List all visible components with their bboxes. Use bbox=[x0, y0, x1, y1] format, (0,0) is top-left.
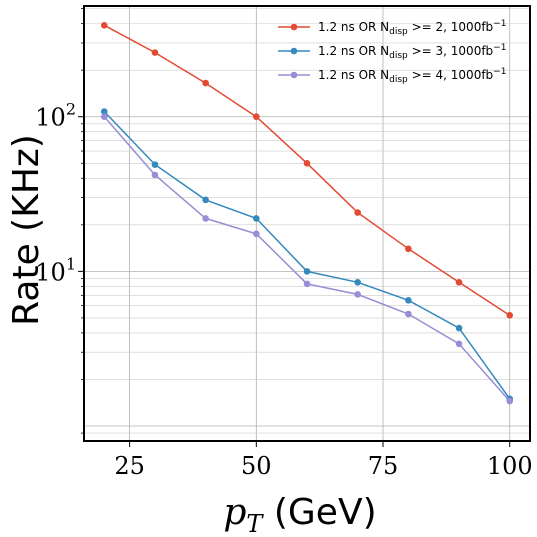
x-tick-label: 100 bbox=[487, 452, 533, 480]
data-point bbox=[202, 215, 209, 222]
y-tick-exponent: 2 bbox=[66, 100, 76, 119]
y-axis-label: Rate (KHz) bbox=[6, 134, 47, 326]
data-point bbox=[354, 278, 361, 286]
x-axis-label: pT (GeV) bbox=[223, 492, 376, 537]
series-line bbox=[103, 116, 511, 402]
data-point bbox=[253, 230, 260, 238]
legend-subscript: disp bbox=[389, 75, 408, 85]
legend-prefix: 1.2 ns OR N bbox=[318, 68, 389, 82]
data-point bbox=[405, 297, 412, 304]
data-point bbox=[405, 245, 412, 253]
y-tick-base: 10 bbox=[35, 258, 66, 286]
data-point bbox=[202, 79, 209, 87]
data-point bbox=[100, 108, 108, 115]
plot-frame bbox=[83, 5, 531, 442]
legend-superscript: −1 bbox=[493, 19, 506, 29]
series-lines bbox=[100, 22, 514, 405]
y-tick-label: 102 bbox=[35, 100, 76, 132]
legend-mid: >= 3, 1000fb bbox=[408, 44, 493, 58]
legend-subscript: disp bbox=[389, 51, 408, 61]
data-point bbox=[303, 268, 311, 275]
series-3 bbox=[100, 113, 514, 405]
data-point bbox=[151, 161, 159, 168]
x-axis-label-unit: (GeV) bbox=[262, 492, 376, 533]
legend-mid: >= 4, 1000fb bbox=[408, 68, 493, 82]
legend-prefix: 1.2 ns OR N bbox=[318, 44, 389, 58]
x-tick-label: 25 bbox=[114, 452, 145, 480]
data-point bbox=[253, 215, 260, 222]
series-1 bbox=[100, 22, 514, 319]
legend-entry-label: 1.2 ns OR Ndisp >= 4, 1000fb−1 bbox=[318, 67, 506, 85]
y-tick-label: 101 bbox=[35, 254, 76, 286]
data-point bbox=[455, 340, 463, 348]
x-axis-label-sub: T bbox=[246, 510, 264, 537]
data-point bbox=[100, 22, 108, 29]
legend: 1.2 ns OR Ndisp >= 2, 1000fb−11.2 ns OR … bbox=[278, 19, 506, 85]
data-point bbox=[151, 171, 159, 179]
legend-mid: >= 2, 1000fb bbox=[408, 20, 493, 34]
series-line bbox=[103, 111, 511, 400]
legend-marker bbox=[290, 23, 298, 31]
data-point bbox=[303, 280, 311, 288]
y-tick-base: 10 bbox=[35, 104, 66, 132]
legend-entry-label: 1.2 ns OR Ndisp >= 2, 1000fb−1 bbox=[318, 19, 506, 37]
data-point bbox=[303, 159, 311, 167]
data-point bbox=[405, 310, 412, 318]
data-point bbox=[455, 324, 463, 332]
data-point bbox=[506, 311, 514, 319]
legend-marker bbox=[290, 47, 298, 55]
data-point bbox=[506, 397, 514, 405]
legend-marker bbox=[290, 71, 298, 79]
series-2 bbox=[100, 108, 514, 403]
legend-superscript: −1 bbox=[493, 67, 506, 77]
data-point bbox=[354, 209, 361, 216]
data-point bbox=[354, 291, 361, 298]
legend-entry-label: 1.2 ns OR Ndisp >= 3, 1000fb−1 bbox=[318, 43, 506, 61]
legend-prefix: 1.2 ns OR N bbox=[318, 20, 389, 34]
y-tick-exponent: 1 bbox=[66, 254, 76, 273]
x-axis-label-main: p bbox=[223, 492, 246, 533]
x-tick-label: 50 bbox=[241, 452, 272, 480]
data-point bbox=[202, 196, 209, 204]
data-point bbox=[151, 49, 159, 56]
legend-subscript: disp bbox=[389, 27, 408, 37]
legend-superscript: −1 bbox=[493, 43, 506, 53]
data-point bbox=[455, 278, 463, 286]
data-point bbox=[100, 113, 108, 121]
x-tick-label: 75 bbox=[368, 452, 399, 480]
data-point bbox=[253, 113, 260, 121]
